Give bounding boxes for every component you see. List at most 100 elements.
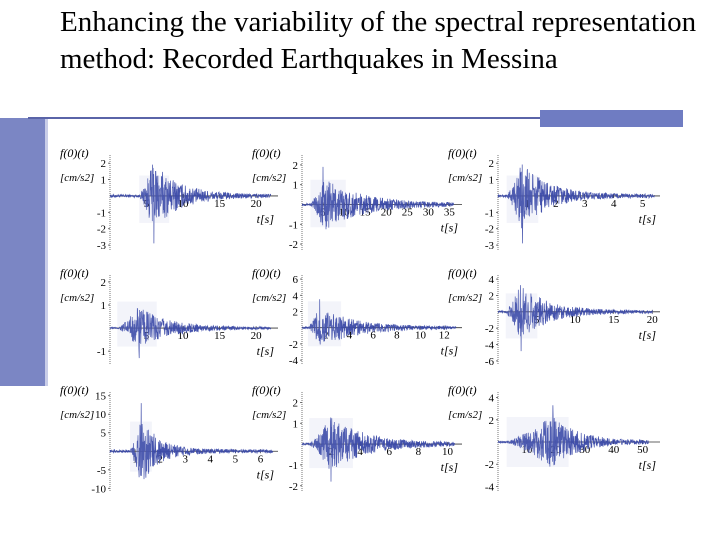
y-tick-label: 2 [489,290,495,302]
y-axis-title: f(0)(t) [448,266,477,280]
x-axis-title: t[s] [441,344,459,358]
x-axis-title: t[s] [257,344,275,358]
x-axis-title: t[s] [639,458,657,472]
y-axis-title: f(0)(t) [60,383,89,397]
x-tick-label: 20 [251,198,263,210]
strong-motion-shade [506,175,539,223]
y-tick-label: -2 [289,481,298,493]
accelerogram-panel: f(0)(t)[cm/s2]21-1-2-31 2 3 4 5t[s] [448,146,660,252]
accelerogram-panel: f(0)(t)[cm/s2]21-1-25 10 15 20 25 30 35t[s] [252,146,462,251]
x-axis-title: t[s] [441,220,459,234]
x-tick-label: 8 [394,330,400,342]
acceleration-trace [301,417,456,482]
x-tick-label: 20 [550,444,562,456]
title-accent-block [540,110,683,127]
x-tick-label: 5 [320,206,326,218]
y-tick-label: 2 [293,397,299,409]
y-tick-label: -4 [289,355,299,367]
y-axis-unit: [cm/s2] [252,409,286,421]
y-tick-label: -2 [485,224,494,236]
y-tick-label: 2 [101,277,107,289]
y-tick-label: 1 [101,300,107,312]
title-underline [28,117,540,119]
accelerogram-panel: f(0)(t) [cm/s2] 6 4 2 -2 -4 2 4 6 8 10 12 t[s] [252,266,462,367]
x-axis-title: t[s] [639,328,657,342]
y-tick-label: -2 [97,224,106,236]
y-tick-label: -1 [97,207,106,219]
x-axis-title: t[s] [441,460,459,474]
x-tick-label: 20 [381,206,393,218]
x-tick-label: 6 [370,330,376,342]
x-tick-label: 10 [570,314,582,326]
x-tick-label: 10 [521,444,533,456]
y-tick-label: -1 [289,460,298,472]
x-tick-label: 15 [360,206,372,218]
x-tick-label: 12 [439,330,450,342]
y-tick-label: 2 [293,160,299,172]
y-tick-label: 4 [293,290,299,302]
y-tick-label: -2 [485,323,494,335]
left-accent-bar [0,118,45,386]
strong-motion-shade [139,175,170,223]
x-tick-label: 25 [402,206,414,218]
strong-motion-shade [307,301,342,347]
x-tick-label: 5 [233,453,239,465]
y-tick-label: -2 [289,339,298,351]
x-tick-label: 15 [214,198,226,210]
y-tick-label: 4 [489,393,495,405]
strong-motion-shade [130,421,152,472]
y-tick-label: -1 [97,346,106,358]
y-tick-label: 1 [489,175,495,187]
accelerogram-panel: f(0)(t)[cm/s2]42-2-410 20 30 40 50t[s] [448,383,660,493]
y-axis-unit: [cm/s2] [252,292,286,304]
accelerogram-panel: f(0)(t)[cm/s2]21-15 10 15 20t[s] [60,266,278,365]
y-axis-title: f(0)(t) [60,146,89,160]
strong-motion-shade [505,293,538,339]
x-tick-label: 20 [647,314,659,326]
y-axis-unit: [cm/s2] [60,172,94,184]
strong-motion-shade [506,417,569,467]
x-tick-label: 6 [387,446,393,458]
x-tick-label: 4 [347,330,353,342]
y-axis-title: f(0)(t) [60,266,89,280]
x-tick-label: 4 [357,446,363,458]
y-tick-label: -1 [289,219,298,231]
y-tick-label: -2 [485,459,494,471]
y-tick-label: 6 [293,274,299,286]
y-tick-label: -3 [485,240,495,252]
y-tick-label: 2 [101,158,107,170]
x-tick-label: 35 [444,206,456,218]
acceleration-trace [301,166,454,230]
y-axis-title: f(0)(t) [252,383,281,397]
y-axis-unit: [cm/s2] [448,409,482,421]
y-tick-label: -4 [485,481,495,493]
x-tick-label: 50 [637,444,649,456]
x-tick-label: 4 [208,453,214,465]
x-tick-label: 10 [442,446,454,458]
x-tick-label: 5 [640,198,646,210]
x-axis-title: t[s] [257,212,275,226]
accelerogram-panel: f(0)(t)[cm/s2]21-1-22 4 6 8 10t[s] [252,383,462,493]
x-tick-label: 6 [258,453,264,465]
y-tick-label: 1 [293,180,299,192]
y-tick-label: 15 [95,391,107,403]
acceleration-trace [109,164,272,244]
acceleration-trace [497,285,653,352]
y-tick-label: -10 [91,483,106,495]
strong-motion-shade [309,418,353,469]
y-tick-label: 2 [489,415,495,427]
y-axis-unit: [cm/s2] [60,292,94,304]
y-tick-label: -3 [97,240,107,252]
y-tick-label: -6 [485,356,495,368]
accelerogram-panel: f(0)(t)[cm/s2]42-2-4-65 10 15 20t[s] [448,266,660,368]
y-axis-title: f(0)(t) [448,383,477,397]
x-tick-label: 3 [582,198,588,210]
x-tick-label: 2 [323,330,329,342]
acceleration-trace [497,405,649,467]
y-axis-title: f(0)(t) [252,146,281,160]
y-tick-label: 4 [489,274,495,286]
y-tick-label: -2 [289,239,298,251]
y-axis-unit: [cm/s2] [252,172,286,184]
